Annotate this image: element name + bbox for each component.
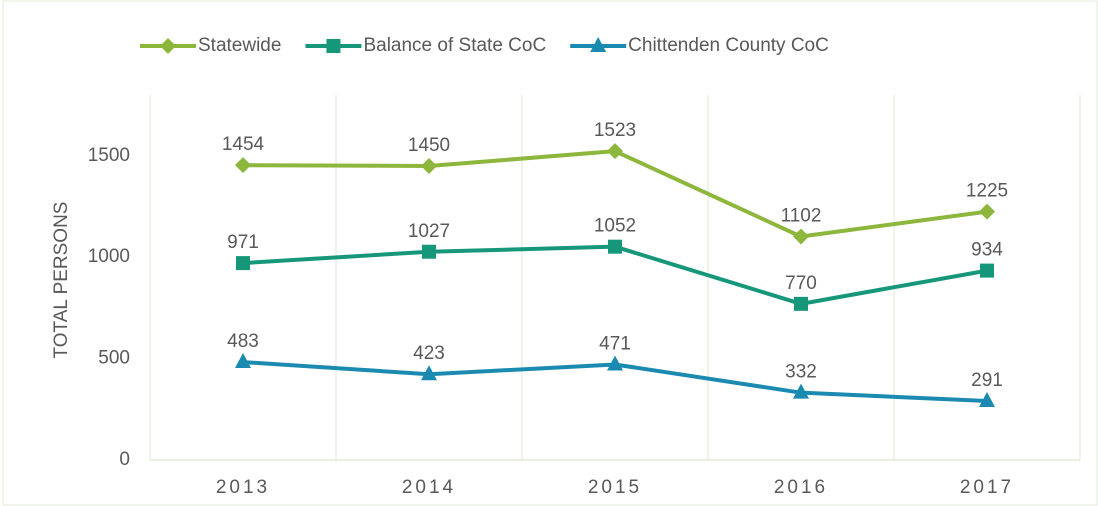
marker <box>235 157 251 174</box>
x-tick-label: 2015 <box>588 477 642 498</box>
y-tick-label: 0 <box>119 449 130 470</box>
x-tick-label: 2017 <box>960 477 1014 498</box>
legend-label: Statewide <box>198 35 281 56</box>
marker <box>421 157 437 174</box>
data-label: 483 <box>227 331 259 352</box>
marker <box>422 244 436 259</box>
marker <box>608 239 622 254</box>
y-tick-label: 1500 <box>88 145 130 166</box>
marker <box>326 39 341 53</box>
data-label: 332 <box>785 362 817 383</box>
x-tick-label: 2013 <box>216 477 270 498</box>
data-label: 1052 <box>594 216 636 237</box>
data-label: 1027 <box>408 221 450 242</box>
marker <box>421 365 437 381</box>
x-tick-label: 2014 <box>402 477 456 498</box>
marker <box>979 391 995 407</box>
data-label: 1523 <box>594 120 636 141</box>
marker <box>607 143 623 160</box>
marker <box>980 263 994 278</box>
legend-label: Balance of State CoC <box>363 35 546 56</box>
marker <box>590 37 607 52</box>
data-label: 1454 <box>222 134 265 155</box>
marker <box>235 353 251 369</box>
x-tick-label: 2016 <box>774 477 828 498</box>
series-line <box>242 244 988 306</box>
y-tick-label: 500 <box>98 348 130 369</box>
marker <box>979 203 995 220</box>
marker <box>607 355 623 371</box>
marker <box>793 383 809 399</box>
data-label: 934 <box>971 240 1003 261</box>
data-label: 291 <box>971 370 1003 391</box>
marker <box>794 296 808 311</box>
y-tick-label: 1000 <box>88 246 130 267</box>
data-label: 471 <box>599 334 631 355</box>
marker <box>793 228 809 245</box>
marker <box>236 256 250 271</box>
data-label: 423 <box>413 343 445 364</box>
data-label: 1450 <box>408 135 450 156</box>
data-label: 1225 <box>966 181 1008 202</box>
y-axis-label: TOTAL PERSONS <box>51 202 72 359</box>
data-label: 1102 <box>781 206 822 227</box>
data-label: 971 <box>227 232 259 253</box>
data-label: 770 <box>785 273 817 294</box>
legend-label: Chittenden County CoC <box>628 35 829 56</box>
marker <box>160 38 176 54</box>
